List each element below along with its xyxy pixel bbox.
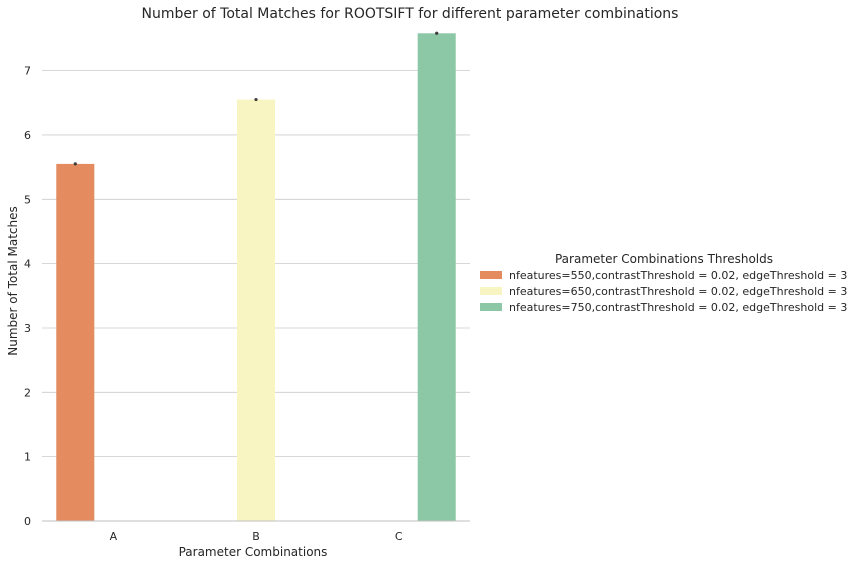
y-tick-label: 5 (24, 193, 31, 206)
y-tick-label: 4 (24, 258, 31, 271)
bar (417, 33, 456, 522)
error-bar-point (435, 31, 439, 35)
y-tick-label: 2 (24, 386, 31, 399)
legend-label: nfeatures=550,contrastThreshold = 0.02, … (509, 269, 847, 282)
y-tick-label: 6 (24, 129, 31, 142)
error-bar-point (73, 162, 77, 166)
x-tick-label: B (252, 530, 260, 543)
legend: Parameter Combinations Thresholds nfeatu… (480, 252, 847, 314)
legend-label: nfeatures=650,contrastThreshold = 0.02, … (509, 285, 847, 298)
y-tick-labels: 0 1 2 3 4 5 6 7 (24, 65, 31, 528)
y-tick-label: 3 (24, 322, 31, 335)
bar (236, 99, 276, 522)
chart-title: Number of Total Matches for ROOTSIFT for… (142, 6, 679, 22)
legend-swatch (480, 271, 502, 279)
legend-title: Parameter Combinations Thresholds (555, 252, 773, 266)
x-tick-label: C (395, 530, 403, 543)
y-tick-label: 7 (24, 65, 31, 78)
bar (56, 163, 95, 522)
x-tick-label: A (110, 530, 118, 543)
legend-label: nfeatures=750,contrastThreshold = 0.02, … (509, 301, 847, 314)
x-tick-labels: A B C (110, 530, 403, 543)
error-bar-point (254, 97, 258, 102)
bars (56, 31, 456, 522)
y-tick-label: 1 (24, 451, 31, 464)
y-tick-label: 0 (24, 515, 31, 528)
y-axis-label: Number of Total Matches (6, 206, 20, 356)
legend-swatch (480, 303, 502, 311)
legend-swatch (480, 287, 502, 295)
x-axis-label: Parameter Combinations (179, 545, 328, 559)
